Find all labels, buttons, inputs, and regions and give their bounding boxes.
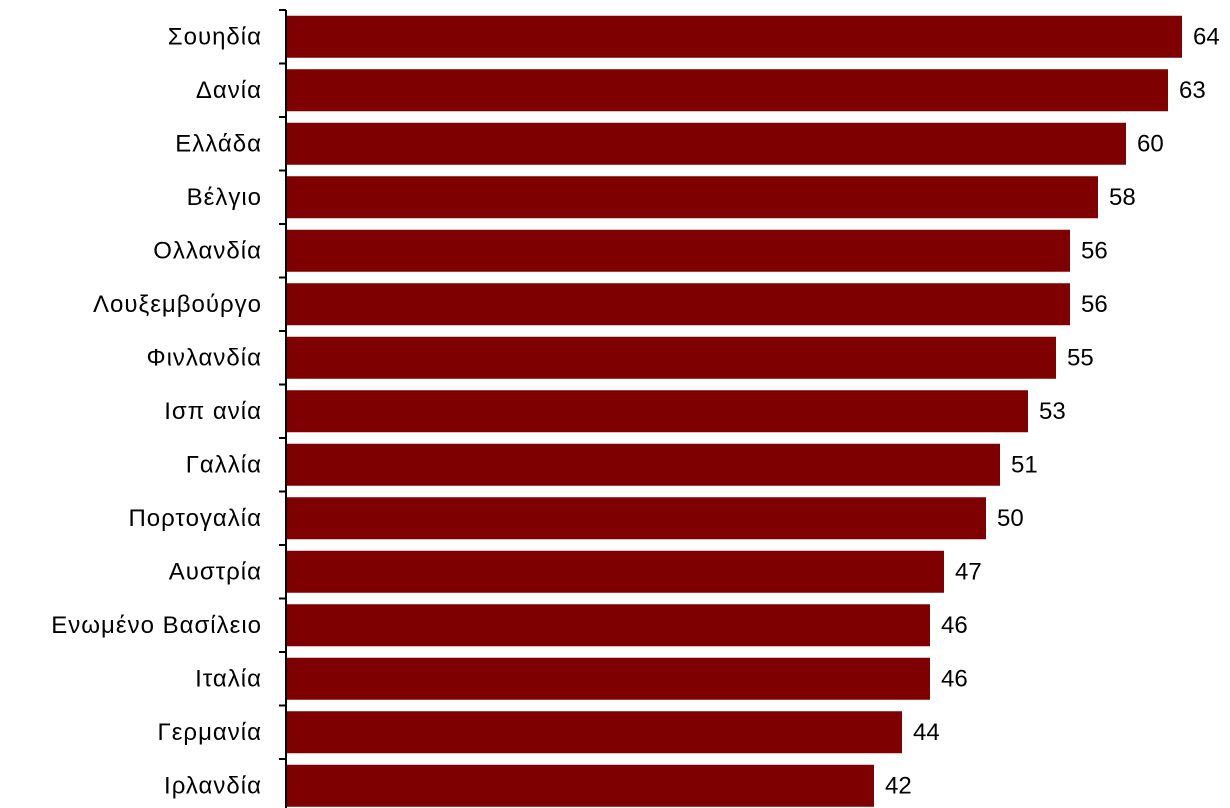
data-label: 63: [1179, 77, 1206, 104]
bars-group: [286, 15, 1182, 807]
bar: [286, 604, 930, 647]
data-label: 58: [1109, 184, 1136, 211]
category-label: Ιρλανδία: [164, 772, 262, 799]
category-label: Ισπ ανία: [164, 398, 262, 425]
category-label: Γερμανία: [158, 719, 262, 746]
bar: [286, 283, 1070, 326]
data-label: 56: [1081, 291, 1108, 318]
category-label: Πορτογαλία: [128, 505, 262, 532]
data-label: 51: [1011, 451, 1038, 478]
data-label: 46: [941, 612, 968, 639]
data-label: 60: [1137, 130, 1164, 157]
bar: [286, 336, 1056, 379]
data-label: 55: [1067, 344, 1094, 371]
category-label: Δανία: [196, 77, 262, 104]
bar: [286, 657, 930, 700]
category-label: Αυστρία: [169, 558, 262, 585]
data-label: 53: [1039, 398, 1066, 425]
category-label: Ιταλία: [195, 665, 262, 692]
bar: [286, 69, 1168, 112]
data-label: 44: [913, 719, 940, 746]
bar: [286, 122, 1126, 165]
data-label: 46: [941, 665, 968, 692]
bar: [286, 443, 1000, 486]
category-label: Ενωμένο Βασίλειο: [51, 612, 262, 639]
data-label: 47: [955, 558, 982, 585]
bar: [286, 550, 944, 593]
data-label: 64: [1193, 23, 1220, 50]
data-label: 50: [997, 505, 1024, 532]
category-label: Γαλλία: [186, 451, 262, 478]
bar: [286, 229, 1070, 272]
category-label: Βέλγιο: [187, 184, 262, 211]
category-label: Λουξεμβούργο: [93, 291, 262, 318]
category-label: Φινλανδία: [146, 344, 262, 371]
category-label: Σουηδία: [168, 23, 262, 50]
bar: [286, 711, 902, 754]
data-label: 56: [1081, 237, 1108, 264]
bar: [286, 497, 986, 540]
bar: [286, 764, 874, 807]
category-label: Ελλάδα: [175, 130, 262, 157]
bar: [286, 15, 1182, 58]
bar: [286, 176, 1098, 219]
data-label: 42: [885, 772, 912, 799]
category-label: Ολλανδία: [153, 237, 262, 264]
y-axis-group: [279, 9, 287, 808]
category-labels-group: Σουηδία Δανία Ελλάδα Βέλγιο Ολλανδία Λουξεμβο…: [51, 23, 262, 799]
bar: [286, 390, 1028, 433]
